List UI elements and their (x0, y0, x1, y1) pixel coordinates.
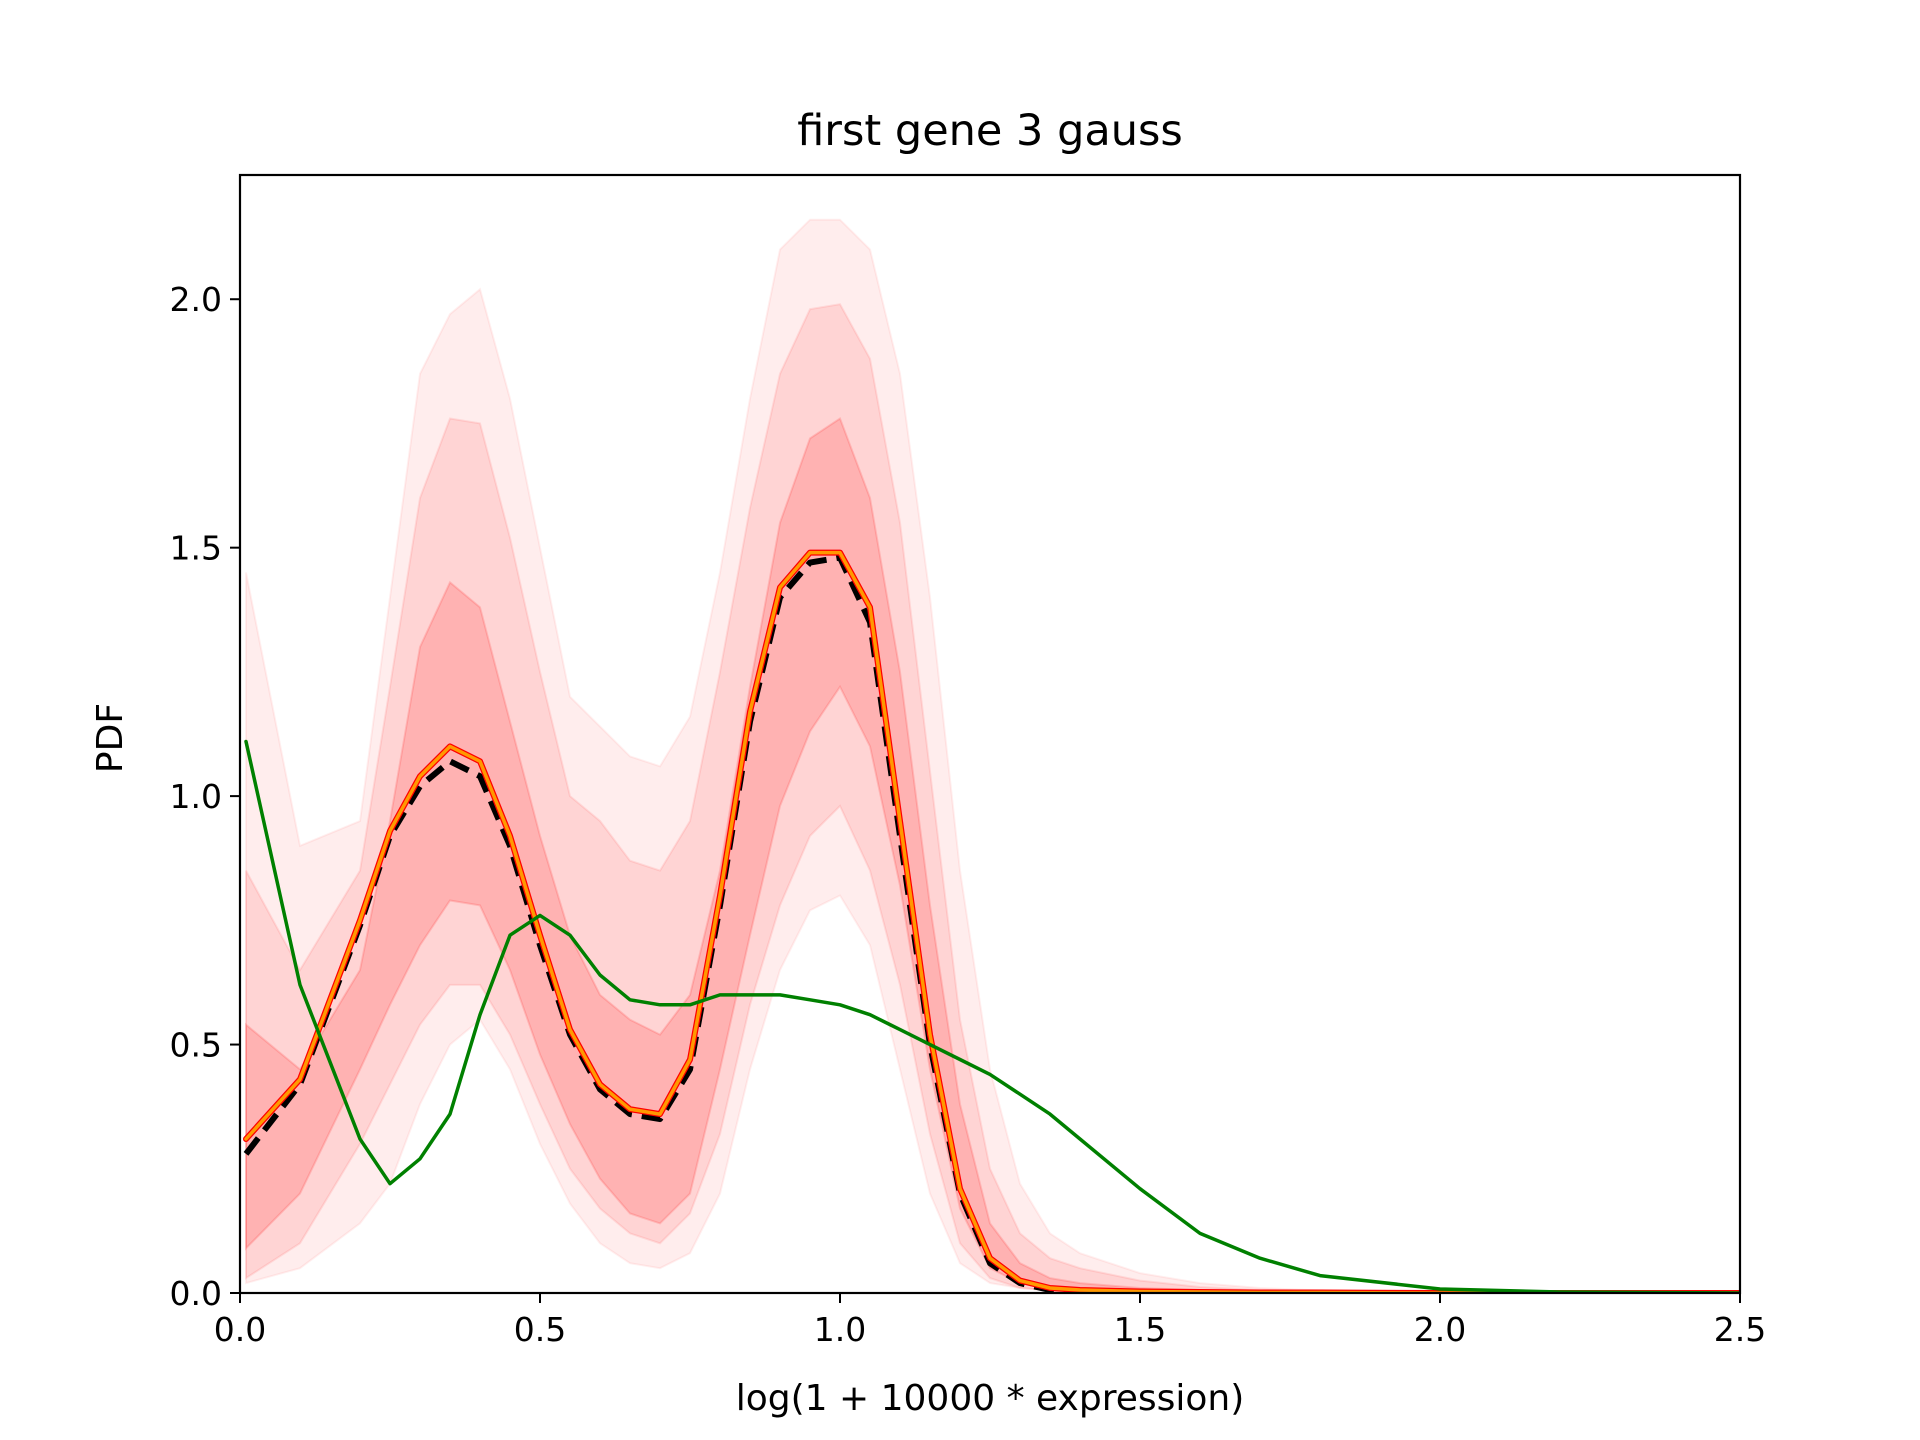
y-tick-label: 0.0 (170, 1274, 222, 1313)
y-axis: 0.0 0.5 1.0 1.5 2.0 (170, 280, 240, 1313)
series-other-estimate (244, 739, 1740, 1293)
plot-area (243, 218, 1740, 1293)
x-axis-label: log(1 + 10000 * expression) (736, 1378, 1245, 1419)
series-median-estimate (244, 550, 1740, 1293)
x-tick-label: 0.0 (214, 1310, 266, 1349)
band-middle (245, 303, 1740, 1293)
x-tick-label: 2.5 (1714, 1310, 1766, 1349)
band-inner (245, 416, 1740, 1293)
plot-frame (238, 173, 1742, 1295)
x-tick-label: 0.5 (514, 1310, 566, 1349)
x-tick-label: 2.0 (1414, 1310, 1466, 1349)
x-tick-label: 1.5 (1114, 1310, 1166, 1349)
y-tick-label: 2.0 (170, 280, 222, 319)
y-tick-label: 1.0 (170, 777, 222, 816)
y-axis-label: PDF (90, 703, 131, 773)
y-tick-label: 1.5 (170, 529, 222, 568)
chart-title: first gene 3 gauss (797, 106, 1183, 156)
x-tick-label: 1.0 (814, 1310, 866, 1349)
y-tick-label: 0.5 (170, 1026, 222, 1065)
x-axis: 0.0 0.5 1.0 1.5 2.0 2.5 (214, 1293, 1766, 1349)
band-outer (245, 218, 1740, 1293)
